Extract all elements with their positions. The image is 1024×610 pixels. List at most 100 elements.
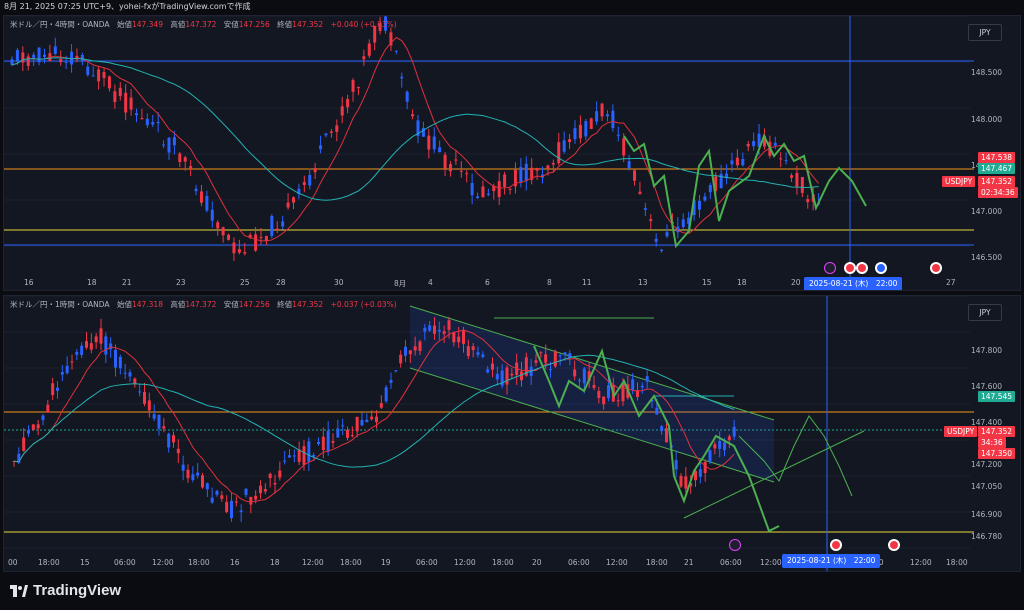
price-tag-high: 147.538 <box>978 152 1016 163</box>
time-axis-label: 19 <box>381 558 391 567</box>
candle-1h <box>128 372 132 377</box>
candle-4h <box>91 75 95 77</box>
candle-1h <box>689 483 693 487</box>
time-axis-label: 12:00 <box>454 558 476 567</box>
ma-fast-line <box>13 329 735 503</box>
candle-4h <box>32 54 36 58</box>
candle-1h <box>94 336 98 343</box>
candle-1h <box>592 384 596 388</box>
chart-pane-4h[interactable]: 米ドル／円・4時間・OANDA 始値147.349 高値147.372 安値14… <box>3 15 1021 291</box>
candle-4h <box>389 32 393 46</box>
candle-1h <box>708 450 712 462</box>
currency-button[interactable]: JPY <box>968 24 1002 41</box>
candle-1h <box>462 330 465 344</box>
chart-legend-4h: 米ドル／円・4時間・OANDA 始値147.349 高値147.372 安値14… <box>10 19 397 30</box>
candle-4h <box>53 46 57 54</box>
candle-1h <box>621 383 625 402</box>
chart-canvas-4h[interactable] <box>4 16 1021 291</box>
candle-1h <box>476 352 480 355</box>
candle-4h <box>37 47 41 63</box>
candle-4h <box>611 110 615 129</box>
event-icon[interactable] <box>729 539 741 551</box>
close-label: 終値 <box>277 300 293 309</box>
time-axis-label: 13 <box>638 278 648 287</box>
currency-button[interactable]: JPY <box>968 304 1002 321</box>
event-icon[interactable] <box>856 262 868 274</box>
candle-4h <box>248 234 252 238</box>
candle-1h <box>727 436 731 441</box>
chart-pane-1h[interactable]: 米ドル／円・1時間・OANDA 始値147.318 高値147.372 安値14… <box>3 295 1021 572</box>
candle-1h <box>578 380 581 382</box>
candle-4h <box>486 193 490 195</box>
candle-4h <box>70 51 74 65</box>
candle-1h <box>104 336 108 355</box>
candle-1h <box>220 495 224 499</box>
us-flag-icon[interactable] <box>830 539 842 551</box>
candle-4h <box>394 50 398 52</box>
candle-1h <box>201 475 204 488</box>
event-icon[interactable] <box>888 539 900 551</box>
candle-1h <box>244 488 248 495</box>
candle-1h <box>510 373 514 376</box>
candle-4h <box>584 121 588 137</box>
tradingview-logo-icon <box>10 585 28 598</box>
candle-1h <box>433 325 436 334</box>
candle-1h <box>41 415 45 421</box>
candle-1h <box>582 368 586 384</box>
candle-1h <box>321 436 325 451</box>
chart-canvas-1h[interactable] <box>4 296 1021 572</box>
candle-4h <box>270 216 274 237</box>
candle-1h <box>355 416 359 432</box>
candle-1h <box>147 400 151 411</box>
candle-1h <box>123 372 127 374</box>
low-label: 安値 <box>223 300 239 309</box>
candle-4h <box>708 185 712 193</box>
candle-1h <box>558 355 562 357</box>
candle-1h <box>172 435 175 443</box>
candle-1h <box>616 400 620 402</box>
candle-4h <box>627 161 631 169</box>
candle-4h <box>762 135 766 147</box>
candle-1h <box>389 380 393 383</box>
event-icon[interactable] <box>824 262 836 274</box>
us-flag-icon[interactable] <box>875 262 887 274</box>
candle-1h <box>89 343 93 350</box>
high-label: 高値 <box>170 20 186 29</box>
tradingview-logo[interactable]: TradingView <box>10 582 121 599</box>
candle-4h <box>665 232 669 237</box>
candle-4h <box>264 236 268 242</box>
candle-1h <box>495 373 499 380</box>
time-axis-label: 12:00 <box>302 558 324 567</box>
forecast-path <box>738 415 853 497</box>
candle-4h <box>86 66 90 75</box>
candle-1h <box>331 441 335 443</box>
us-flag-icon[interactable] <box>844 262 856 274</box>
channel-line <box>409 367 775 483</box>
candle-4h <box>578 124 582 139</box>
price-axis-label: 147.000 <box>970 207 1002 216</box>
candle-4h <box>259 237 263 239</box>
candle-1h <box>534 360 538 363</box>
candle-1h <box>292 455 296 457</box>
candle-4h <box>286 202 290 208</box>
candle-4h <box>497 181 501 198</box>
high-label: 高値 <box>170 300 186 309</box>
candle-4h <box>573 128 577 140</box>
price-tag-mid: 147.467 <box>978 163 1016 174</box>
price-tag-high: 147.545 <box>978 391 1016 402</box>
us-flag-icon[interactable] <box>930 262 942 274</box>
candle-4h <box>443 154 447 169</box>
price-axis-label: 146.500 <box>970 253 1002 262</box>
candle-4h <box>595 111 599 122</box>
candle-1h <box>520 371 523 381</box>
candle-4h <box>779 158 783 160</box>
candle-1h <box>698 469 702 477</box>
candle-4h <box>15 50 19 62</box>
candle-1h <box>660 426 664 432</box>
candle-1h <box>650 399 654 402</box>
candle-4h <box>308 174 312 186</box>
candle-4h <box>681 219 685 228</box>
footer: TradingView <box>0 574 1024 610</box>
candle-4h <box>730 160 734 165</box>
candle-4h <box>145 118 149 126</box>
